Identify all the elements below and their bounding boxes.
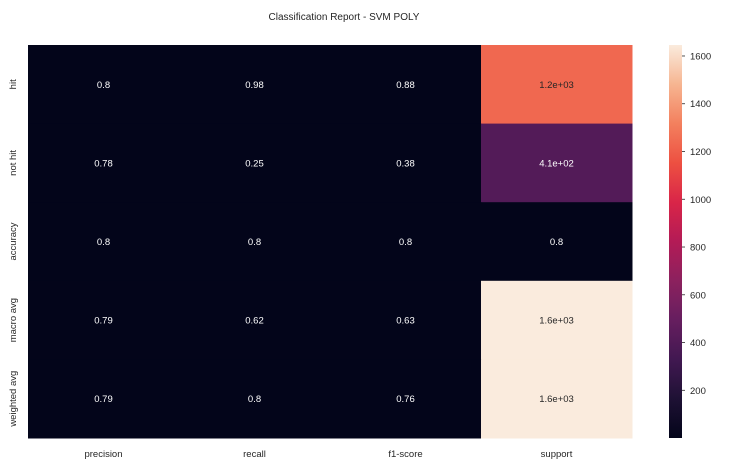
heatmap-cell: [28, 202, 180, 282]
y-tick-label: accuracy: [8, 222, 19, 260]
heatmap-cell: [179, 359, 331, 439]
cell-annotation: 1.2e+03: [539, 80, 574, 91]
cell-annotation: 0.62: [245, 316, 264, 327]
y-tick-label: weighted avg: [8, 371, 19, 428]
cell-annotation: 0.8: [399, 237, 412, 248]
heatmap-cells: 0.8 0.98 0.88 1.2e+03 0.78 0.25 0.38 4.1e+02 0.8…: [28, 45, 633, 439]
cell-annotation: 0.63: [396, 316, 415, 327]
colorbar-gradient: [669, 45, 682, 438]
x-tick-label: recall: [243, 449, 266, 460]
heatmap-cell: [481, 45, 633, 125]
cell-annotation: 0.98: [245, 80, 264, 91]
heatmap-cell: [179, 280, 331, 360]
heatmap-cell: [28, 359, 180, 439]
cell-annotation: 4.1e+02: [539, 158, 574, 169]
cell-annotation: 0.79: [94, 316, 113, 327]
cell-annotation: 0.79: [94, 394, 113, 405]
colorbar-tick-label: 1600: [690, 51, 711, 62]
colorbar-tick-label: 600: [690, 290, 706, 301]
colorbar-tick-label: 1400: [690, 99, 711, 110]
heatmap-cell: [481, 202, 633, 282]
y-tick-label: not hit: [8, 150, 19, 176]
heatmap-cell: [330, 202, 482, 282]
colorbar-tick-label: 1200: [690, 147, 711, 158]
heatmap-cell: [179, 202, 331, 282]
cell-annotation: 1.6e+03: [539, 394, 574, 405]
x-tick-label: support: [541, 449, 573, 460]
colorbar-tick-label: 800: [690, 243, 706, 254]
heatmap-cell: [330, 280, 482, 360]
chart-title: Classification Report - SVM POLY: [269, 12, 420, 23]
colorbar: 200 400 600 800 1000 1200 1400 1600: [669, 45, 711, 438]
cell-annotation: 1.6e+03: [539, 316, 574, 327]
x-tick-label: f1-score: [388, 449, 422, 460]
heatmap-cell: [28, 123, 180, 203]
heatmap-cell: [330, 123, 482, 203]
x-tick-label: precision: [84, 449, 122, 460]
cell-annotation: 0.8: [550, 237, 563, 248]
colorbar-tick-label: 400: [690, 338, 706, 349]
heatmap-cell: [330, 359, 482, 439]
heatmap-cell: [481, 359, 633, 439]
cell-annotation: 0.38: [396, 158, 415, 169]
cell-annotation: 0.78: [94, 158, 113, 169]
heatmap-cell: [179, 45, 331, 125]
cell-annotation: 0.8: [97, 237, 110, 248]
heatmap-cell: [481, 123, 633, 203]
cell-annotation: 0.25: [245, 158, 264, 169]
axis-labels: precision recall f1-score support hit not hit…: [8, 79, 573, 460]
heatmap-cell: [28, 280, 180, 360]
cell-annotation: 0.8: [97, 80, 110, 91]
heatmap-cell: [481, 280, 633, 360]
y-tick-label: hit: [8, 79, 19, 89]
heatmap-cell: [330, 45, 482, 125]
heatmap-cell: [179, 123, 331, 203]
cell-annotation: 0.76: [396, 394, 415, 405]
y-tick-label: macro avg: [8, 298, 19, 342]
colorbar-tick-label: 200: [690, 386, 706, 397]
heatmap-cell: [28, 45, 180, 125]
cell-annotation: 0.88: [396, 80, 415, 91]
cell-annotation: 0.8: [248, 394, 261, 405]
cell-annotation: 0.8: [248, 237, 261, 248]
colorbar-tick-label: 1000: [690, 195, 711, 206]
